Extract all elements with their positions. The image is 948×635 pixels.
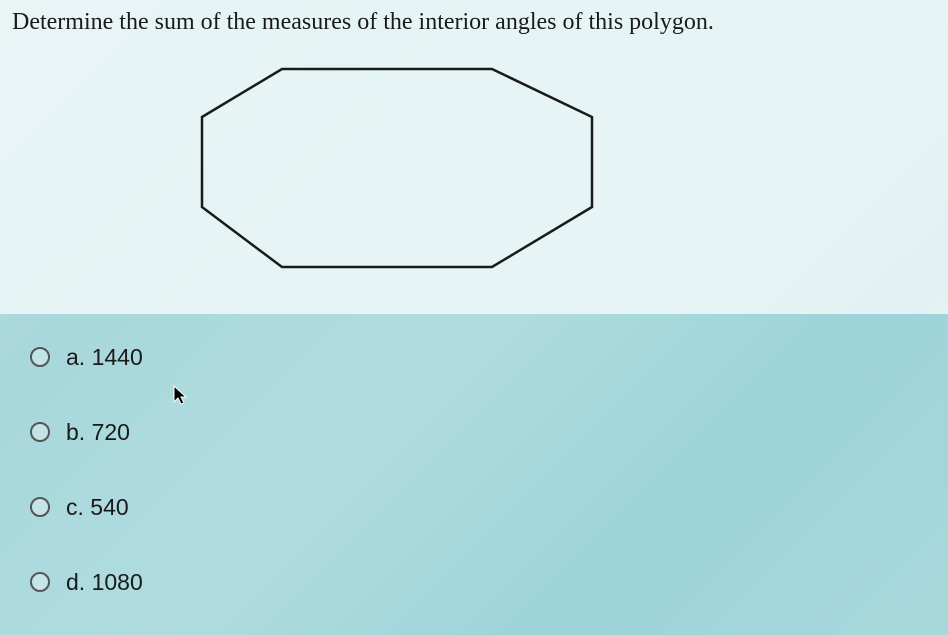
radio-icon[interactable] [30, 572, 50, 592]
polygon-svg [192, 57, 602, 279]
option-label: c. 540 [66, 494, 129, 521]
option-c[interactable]: c. 540 [30, 494, 948, 521]
polygon-figure [12, 37, 936, 294]
option-a[interactable]: a. 1440 [30, 344, 948, 371]
radio-icon[interactable] [30, 497, 50, 517]
option-d[interactable]: d. 1080 [30, 569, 948, 596]
option-label: d. 1080 [66, 569, 143, 596]
options-list: a. 1440 b. 720 c. 540 d. 1080 [0, 314, 948, 596]
option-label: a. 1440 [66, 344, 143, 371]
radio-icon[interactable] [30, 347, 50, 367]
radio-icon[interactable] [30, 422, 50, 442]
option-label: b. 720 [66, 419, 130, 446]
option-b[interactable]: b. 720 [30, 419, 948, 446]
question-prompt: Determine the sum of the measures of the… [12, 8, 936, 37]
question-panel: Determine the sum of the measures of the… [0, 0, 948, 314]
octagon-shape [202, 69, 592, 267]
